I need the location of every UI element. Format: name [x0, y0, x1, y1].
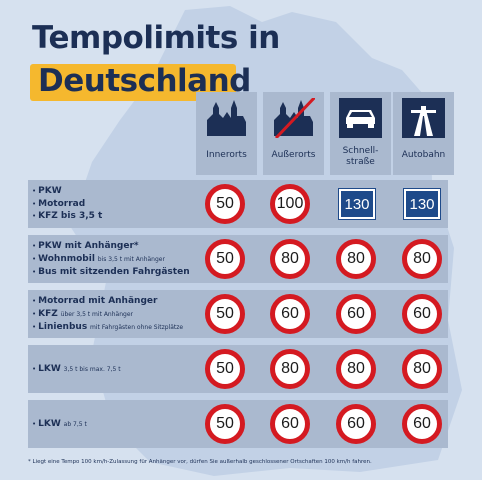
speed-sign: 80: [270, 349, 310, 389]
speed-sign: 80: [336, 349, 376, 389]
speed-sign: 80: [402, 239, 442, 279]
column-label: Innerorts: [206, 150, 247, 160]
vehicle-note: 3,5 t bis max. 7,5 t: [63, 366, 121, 373]
recommended-speed-sign: 130: [403, 188, 441, 220]
column-header-autobahn: Autobahn: [393, 92, 454, 175]
vehicle-note: bis 3,5 t mit Anhänger: [97, 255, 165, 263]
row-vehicles: PKW Motorrad KFZ bis 3,5 t: [32, 185, 102, 223]
car-icon: [339, 98, 382, 138]
speed-sign: 50: [205, 294, 245, 334]
vehicle-label: LKW: [38, 364, 61, 374]
row-vehicles: PKW mit Anhänger* Wohnmobil bis 3,5 t mi…: [32, 240, 190, 279]
footnote: * Liegt eine Tempo 100 km/h-Zulassung fü…: [28, 459, 372, 465]
speed-sign: 60: [402, 404, 442, 444]
speed-sign: 80: [402, 349, 442, 389]
speed-sign: 60: [270, 294, 310, 334]
row-vehicles: LKW ab 7,5 t: [32, 418, 87, 432]
row-vehicles: LKW 3,5 t bis max. 7,5 t: [32, 363, 121, 377]
table-row: Motorrad mit Anhänger KFZ über 3,5 t mit…: [28, 290, 448, 338]
vehicle-label: Bus mit sitzenden Fahrgästen: [38, 267, 190, 277]
speed-sign: 60: [336, 404, 376, 444]
town-crossed-icon: [274, 98, 315, 138]
column-header-innerorts: Innerorts: [196, 92, 257, 175]
table-row: PKW mit Anhänger* Wohnmobil bis 3,5 t mi…: [28, 235, 448, 283]
speed-sign: 80: [336, 239, 376, 279]
column-header-schnellstrasse: Schnell- straße: [330, 92, 391, 175]
vehicle-label: KFZ: [38, 308, 58, 319]
title-line-1: Tempolimits in: [32, 20, 280, 56]
speed-sign: 60: [402, 294, 442, 334]
motorway-icon: [402, 98, 445, 138]
vehicle-note: über 3,5 t mit Anhänger: [60, 310, 133, 318]
speed-sign: 50: [205, 184, 245, 224]
table-row: LKW 3,5 t bis max. 7,5 t 50 80 80 80: [28, 345, 448, 393]
town-icon: [207, 100, 246, 136]
speed-sign: 60: [336, 294, 376, 334]
vehicle-label: Linienbus: [38, 322, 88, 332]
vehicle-label: Motorrad: [38, 198, 86, 209]
vehicle-note: mit Fahrgästen ohne Sitzplätze: [90, 324, 184, 331]
row-vehicles: Motorrad mit Anhänger KFZ über 3,5 t mit…: [32, 295, 183, 335]
vehicle-label: KFZ bis 3,5 t: [38, 211, 103, 221]
vehicle-label: Wohnmobil: [38, 253, 95, 264]
vehicle-label: LKW: [38, 419, 61, 429]
speed-sign: 60: [270, 404, 310, 444]
recommended-speed-sign: 130: [338, 188, 376, 220]
speed-sign: 80: [270, 239, 310, 279]
column-label: Außerorts: [271, 150, 316, 160]
column-header-ausserorts: Außerorts: [263, 92, 324, 175]
column-label: Schnell- straße: [342, 146, 379, 167]
speed-sign: 50: [205, 404, 245, 444]
vehicle-label: Motorrad mit Anhänger: [38, 296, 158, 306]
table-row: PKW Motorrad KFZ bis 3,5 t 50 100 130 13…: [28, 180, 448, 228]
table-row: LKW ab 7,5 t 50 60 60 60: [28, 400, 448, 448]
speed-sign: 50: [205, 239, 245, 279]
vehicle-note: ab 7,5 t: [63, 421, 87, 428]
speed-sign: 50: [205, 349, 245, 389]
vehicle-label: PKW mit Anhänger*: [38, 241, 139, 251]
vehicle-label: PKW: [38, 186, 62, 196]
column-label: Autobahn: [401, 150, 446, 160]
speed-sign: 100: [270, 184, 310, 224]
